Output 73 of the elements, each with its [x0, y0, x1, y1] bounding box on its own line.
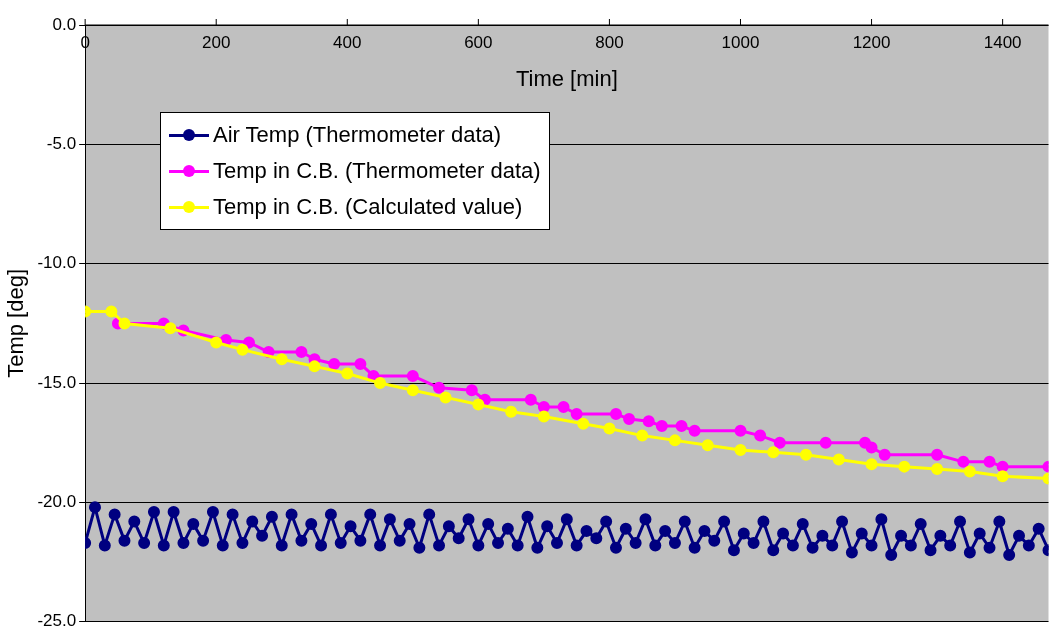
point — [734, 443, 747, 456]
point — [308, 360, 321, 373]
y-tick-label: 0.0 — [52, 14, 77, 34]
point — [734, 424, 747, 437]
point — [688, 424, 701, 437]
point — [819, 436, 832, 449]
point — [865, 458, 878, 471]
x-tick-label: 1000 — [721, 32, 760, 52]
point — [701, 439, 714, 452]
point — [767, 446, 780, 459]
point — [439, 391, 452, 404]
point — [636, 429, 649, 442]
point — [957, 455, 970, 468]
point — [609, 408, 622, 421]
x-tick-label: 1400 — [983, 32, 1022, 52]
point — [983, 455, 996, 468]
point — [557, 400, 570, 413]
point — [328, 357, 341, 370]
x-tick-label: 400 — [333, 32, 362, 52]
point — [524, 393, 537, 406]
point — [931, 463, 944, 476]
point — [773, 436, 786, 449]
point — [406, 369, 419, 382]
point — [931, 448, 944, 461]
point — [242, 336, 255, 349]
point — [537, 410, 550, 423]
point — [341, 367, 354, 380]
point — [878, 448, 891, 461]
y-tick-label: -25.0 — [37, 611, 77, 631]
point — [800, 448, 813, 461]
point — [570, 408, 583, 421]
point — [832, 453, 845, 466]
x-tick-label: 200 — [202, 32, 231, 52]
y-axis-title: Temp [deg] — [3, 268, 29, 378]
point — [472, 398, 485, 411]
point — [963, 465, 976, 478]
point — [105, 305, 118, 318]
point — [996, 460, 1009, 473]
point — [505, 405, 518, 418]
point — [603, 422, 616, 435]
point — [210, 336, 223, 349]
point — [898, 460, 911, 473]
point — [865, 441, 878, 454]
point — [164, 322, 177, 335]
point — [465, 384, 478, 397]
point — [577, 417, 590, 430]
legend-label: Air Temp (Thermometer data) — [213, 121, 502, 149]
point — [537, 400, 550, 413]
point — [406, 384, 419, 397]
point — [433, 381, 446, 394]
point — [295, 346, 308, 359]
point — [374, 377, 387, 390]
point — [754, 429, 767, 442]
y-tick-label: -5.0 — [46, 134, 77, 154]
x-axis-title: Time [min] — [515, 66, 618, 92]
point — [236, 343, 249, 356]
x-tick-label: 1200 — [852, 32, 891, 52]
legend-label: Temp in C.B. (Calculated value) — [213, 193, 523, 221]
point — [275, 353, 288, 366]
point — [668, 434, 681, 447]
point — [655, 420, 668, 433]
point — [118, 317, 131, 330]
point — [623, 412, 636, 425]
point — [996, 470, 1009, 483]
y-tick-label: -15.0 — [37, 372, 77, 392]
point — [642, 415, 655, 428]
point — [354, 357, 367, 370]
x-tick-label: 800 — [595, 32, 624, 52]
y-tick-label: -10.0 — [37, 253, 77, 273]
legend-label: Temp in C.B. (Thermometer data) — [213, 157, 541, 185]
point — [675, 420, 688, 433]
x-tick-label: 600 — [464, 32, 493, 52]
y-tick-label: -20.0 — [37, 492, 77, 512]
